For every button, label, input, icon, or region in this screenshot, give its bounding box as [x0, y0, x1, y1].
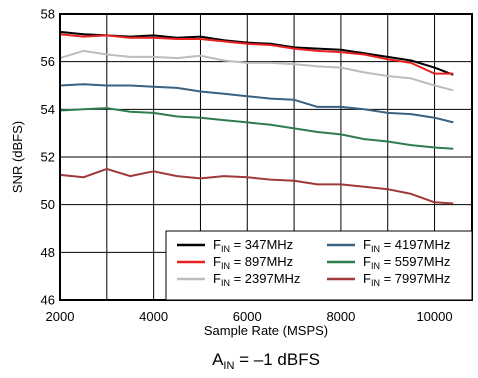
- x-tick-label: 4000: [139, 309, 168, 324]
- x-tick-label: 2000: [46, 309, 75, 324]
- legend-label: FIN = 897MHz: [213, 254, 293, 271]
- y-tick-label: 54: [41, 102, 55, 117]
- x-tick-label: 10000: [416, 309, 452, 324]
- series-line: [59, 30, 454, 76]
- legend-label: FIN = 7997MHz: [363, 271, 450, 288]
- legend-box: [165, 230, 473, 301]
- series-line: [59, 49, 454, 92]
- series-line: [59, 107, 454, 150]
- y-tick-label: 50: [41, 197, 55, 212]
- y-tick-label: 48: [41, 245, 55, 260]
- series-line: [59, 33, 454, 75]
- y-tick-label: 52: [41, 150, 55, 165]
- legend-label: FIN = 347MHz: [213, 237, 293, 254]
- y-axis-title: SNR (dBFS): [10, 121, 25, 193]
- x-tick-label: 8000: [326, 309, 355, 324]
- input-amplitude-note: AIN = –1 dBFS: [212, 350, 320, 372]
- y-tick-label: 46: [41, 293, 55, 308]
- y-tick-labels: 46 48 50 52 54 56 58: [41, 7, 55, 308]
- legend-label: FIN = 5597MHz: [363, 254, 450, 271]
- legend-label: FIN = 2397MHz: [213, 271, 300, 288]
- series-line: [59, 167, 454, 205]
- x-axis-title: Sample Rate (MSPS): [204, 323, 328, 338]
- series-line: [59, 83, 454, 124]
- x-tick-labels: 2000 4000 6000 8000 10000: [46, 309, 453, 324]
- legend-label: FIN = 4197MHz: [363, 237, 450, 254]
- x-tick-label: 6000: [233, 309, 262, 324]
- y-tick-label: 58: [41, 7, 55, 22]
- y-tick-label: 56: [41, 54, 55, 69]
- series-layer: [59, 30, 454, 205]
